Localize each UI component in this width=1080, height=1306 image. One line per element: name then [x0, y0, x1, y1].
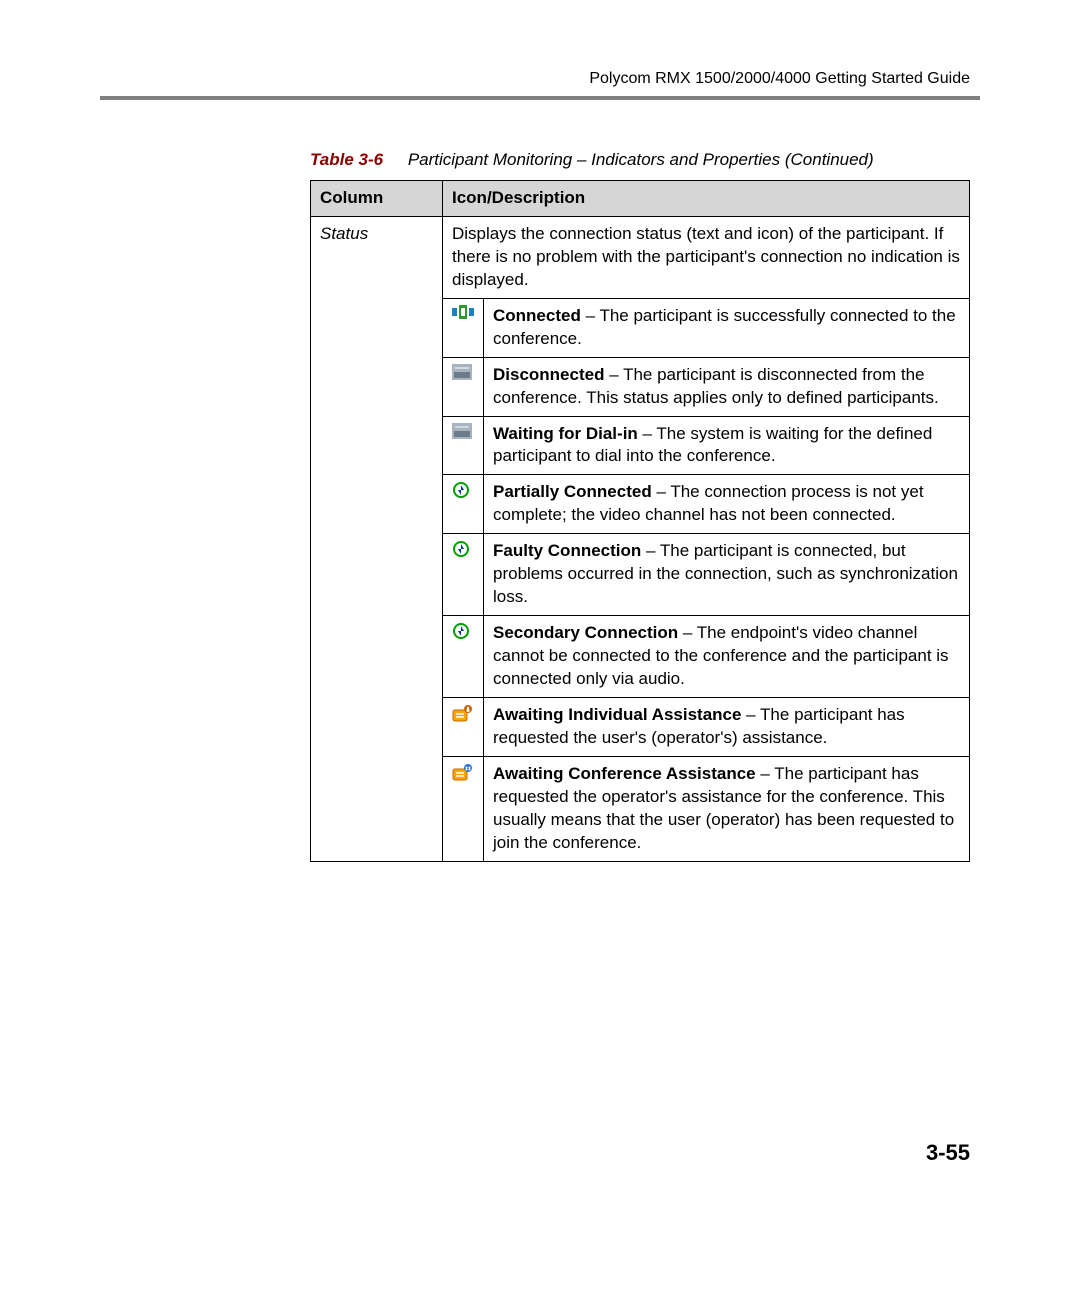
status-desc: Waiting for Dial-in – The system is wait… — [484, 416, 970, 475]
table-caption: Table 3-6 Participant Monitoring – Indic… — [310, 150, 980, 170]
status-column-label: Status — [311, 216, 443, 861]
header-rule — [100, 96, 980, 100]
icon-cell — [443, 416, 484, 475]
participant-monitoring-table: Column Icon/Description Status Displays … — [310, 180, 970, 862]
table-header-row: Column Icon/Description — [311, 181, 970, 217]
page: Polycom RMX 1500/2000/4000 Getting Start… — [0, 0, 1080, 1306]
status-desc: Disconnected – The participant is discon… — [484, 357, 970, 416]
term: Secondary Connection — [493, 623, 678, 642]
term: Awaiting Individual Assistance — [493, 705, 741, 724]
table-title: Participant Monitoring – Indicators and … — [408, 150, 874, 169]
icon-cell — [443, 616, 484, 698]
table-label: Table 3-6 — [310, 150, 383, 169]
term: Partially Connected — [493, 482, 652, 501]
status-intro: Displays the connection status (text and… — [443, 216, 970, 298]
page-number: 3-55 — [926, 1140, 970, 1166]
icon-cell — [443, 357, 484, 416]
col-header-column: Column — [311, 181, 443, 217]
status-desc: Awaiting Individual Assistance – The par… — [484, 697, 970, 756]
status-desc: Faulty Connection – The participant is c… — [484, 534, 970, 616]
term: Waiting for Dial-in — [493, 424, 638, 443]
running-header: Polycom RMX 1500/2000/4000 Getting Start… — [100, 70, 980, 96]
icon-cell — [443, 534, 484, 616]
icon-cell — [443, 475, 484, 534]
faulty-connection-icon — [452, 540, 470, 558]
icon-cell — [443, 298, 484, 357]
disconnected-icon — [452, 364, 472, 380]
status-desc: Connected – The participant is successfu… — [484, 298, 970, 357]
icon-cell — [443, 697, 484, 756]
awaiting-individual-assistance-icon — [452, 704, 474, 726]
awaiting-conference-assistance-icon — [452, 763, 474, 785]
col-header-icon-description: Icon/Description — [443, 181, 970, 217]
secondary-connection-icon — [452, 622, 470, 640]
term: Awaiting Conference Assistance — [493, 764, 756, 783]
status-desc: Partially Connected – The connection pro… — [484, 475, 970, 534]
waiting-dialin-icon — [452, 423, 472, 439]
status-desc: Awaiting Conference Assistance – The par… — [484, 756, 970, 861]
term: Disconnected — [493, 365, 604, 384]
connected-icon — [452, 305, 474, 319]
status-desc: Secondary Connection – The endpoint's vi… — [484, 616, 970, 698]
term: Connected — [493, 306, 581, 325]
table-row: Status Displays the connection status (t… — [311, 216, 970, 298]
icon-cell — [443, 756, 484, 861]
partially-connected-icon — [452, 481, 470, 499]
term: Faulty Connection — [493, 541, 641, 560]
